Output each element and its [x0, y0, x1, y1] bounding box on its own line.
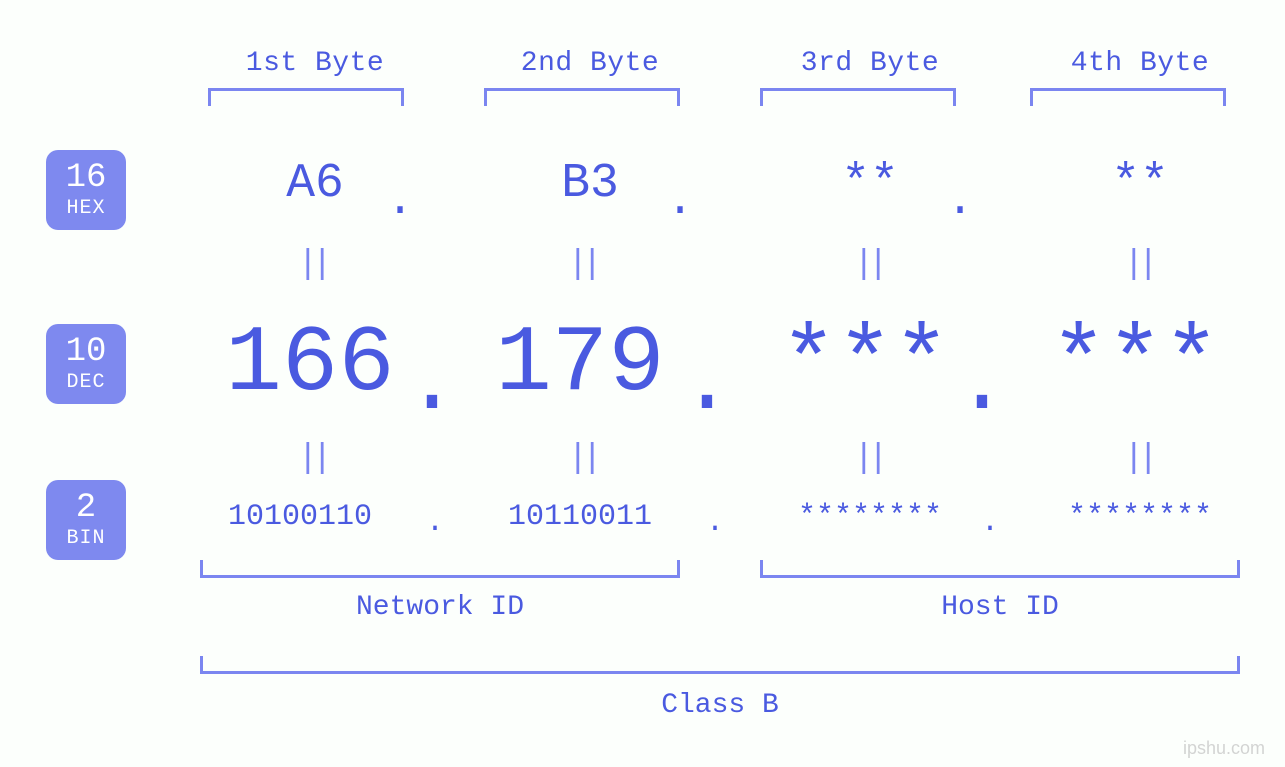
byte-header-2: 2nd Byte: [480, 48, 700, 79]
byte-bracket-1: [208, 88, 404, 106]
dec-dot-2: .: [680, 340, 710, 430]
byte-bracket-2: [484, 88, 680, 106]
bin-byte-2: 10110011: [450, 502, 710, 532]
class-bracket: [200, 656, 1240, 674]
equals-bot-3: ||: [838, 440, 898, 478]
equals-bot-4: ||: [1108, 440, 1168, 478]
badge-bin-base: 2: [76, 491, 96, 527]
bin-dot-3: .: [975, 508, 1005, 538]
host-id-bracket: [760, 560, 1240, 578]
badge-hex-base: 16: [66, 161, 107, 197]
equals-top-3: ||: [838, 246, 898, 284]
equals-bot-2: ||: [552, 440, 612, 478]
base-badge-dec: 10 DEC: [46, 324, 126, 404]
equals-bot-1: ||: [282, 440, 342, 478]
bin-byte-4: ********: [1010, 502, 1270, 532]
bin-byte-1: 10100110: [170, 502, 430, 532]
equals-top-2: ||: [552, 246, 612, 284]
dec-byte-2: 179: [445, 318, 715, 412]
watermark: ipshu.com: [1183, 738, 1265, 759]
byte-bracket-4: [1030, 88, 1226, 106]
hex-dot-1: .: [385, 178, 415, 224]
hex-dot-2: .: [665, 178, 695, 224]
equals-top-4: ||: [1108, 246, 1168, 284]
dec-dot-1: .: [405, 340, 435, 430]
equals-top-1: ||: [282, 246, 342, 284]
class-label: Class B: [200, 690, 1240, 721]
bin-byte-3: ********: [740, 502, 1000, 532]
network-id-bracket: [200, 560, 680, 578]
byte-bracket-3: [760, 88, 956, 106]
badge-dec-name: DEC: [66, 372, 105, 393]
host-id-label: Host ID: [760, 592, 1240, 623]
byte-header-1: 1st Byte: [205, 48, 425, 79]
byte-header-4: 4th Byte: [1030, 48, 1250, 79]
dec-dot-3: .: [955, 340, 985, 430]
hex-byte-4: **: [1030, 160, 1250, 208]
bin-dot-2: .: [700, 508, 730, 538]
dec-byte-4: ***: [1000, 318, 1270, 412]
base-badge-hex: 16 HEX: [46, 150, 126, 230]
badge-bin-name: BIN: [66, 528, 105, 549]
bin-dot-1: .: [420, 508, 450, 538]
badge-hex-name: HEX: [66, 198, 105, 219]
base-badge-bin: 2 BIN: [46, 480, 126, 560]
network-id-label: Network ID: [200, 592, 680, 623]
byte-header-3: 3rd Byte: [760, 48, 980, 79]
badge-dec-base: 10: [66, 335, 107, 371]
hex-dot-3: .: [945, 178, 975, 224]
